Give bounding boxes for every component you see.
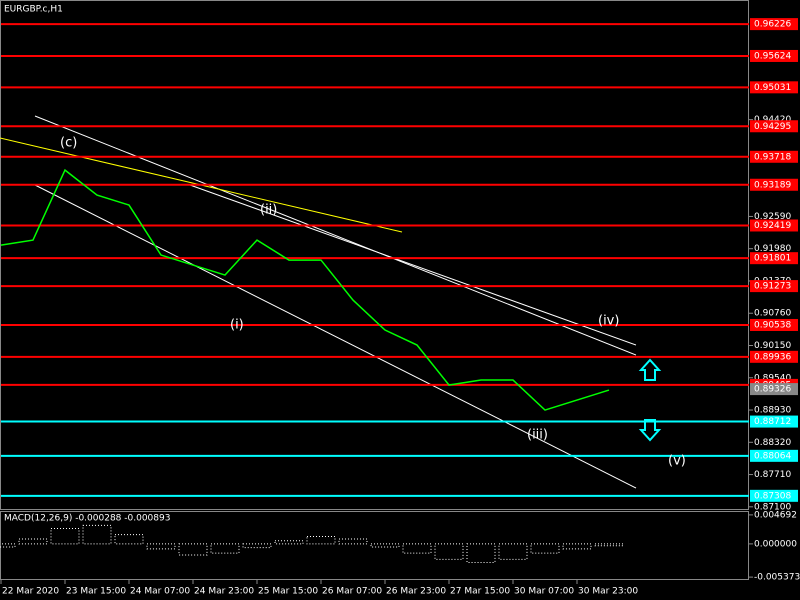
macd-bar xyxy=(18,538,48,545)
y-tick-label: 0.94420 xyxy=(754,115,791,125)
x-tick-label: 24 Mar 23:00 xyxy=(194,587,254,597)
y-tick-label: 0.91980 xyxy=(754,244,791,254)
chart-title: EURGBP.c,H1 xyxy=(4,5,63,15)
price-line xyxy=(0,168,610,411)
level-tag xyxy=(750,280,798,293)
channel-line xyxy=(189,184,637,346)
x-tick-label: 30 Mar 23:00 xyxy=(578,587,638,597)
x-tick-label: 22 Mar 2020 xyxy=(2,587,59,597)
level-tag xyxy=(750,120,798,133)
up-arrow xyxy=(638,358,662,381)
macd-bar xyxy=(210,543,240,554)
channel-line xyxy=(34,184,637,489)
macd-bar xyxy=(466,543,496,563)
level-tag xyxy=(750,18,798,31)
macd-bar xyxy=(562,543,592,550)
macd-bar xyxy=(178,543,208,556)
level-label: 0.89936 xyxy=(754,352,791,362)
macd-bar xyxy=(0,543,16,548)
level-tag xyxy=(750,489,798,502)
level-label: 0.92419 xyxy=(754,221,791,231)
y-tick-label: 0.89540 xyxy=(754,373,791,383)
level-label: 0.95624 xyxy=(754,51,791,61)
y-tick-label: 0.88930 xyxy=(754,406,791,416)
y-tick-label: 0.90150 xyxy=(754,341,791,351)
macd-title: MACD(12,26,9) -0.000288 -0.000893 xyxy=(4,514,170,524)
macd-bar xyxy=(242,543,272,549)
wave-label: (ii) xyxy=(260,203,277,218)
level-label: 0.93189 xyxy=(754,180,791,190)
current-price: 0.89326 xyxy=(754,385,791,395)
macd-bar xyxy=(50,527,80,545)
y-tick-label: 0.88320 xyxy=(754,438,791,448)
level-label: 0.95031 xyxy=(754,83,791,93)
level-label: 0.87308 xyxy=(754,491,791,501)
macd-frame xyxy=(0,511,749,580)
level-tag xyxy=(750,49,798,62)
level-label: 0.93718 xyxy=(754,152,791,162)
y-tick-label: 0.004692 xyxy=(754,510,797,520)
level-tag xyxy=(750,219,798,232)
wave-label: (iv) xyxy=(598,314,619,329)
level-label: 0.90538 xyxy=(754,320,791,330)
macd-bar xyxy=(530,543,560,554)
macd-bar xyxy=(434,543,464,560)
level-tag xyxy=(750,150,798,163)
x-tick-label: 26 Mar 07:00 xyxy=(322,587,382,597)
macd-bar xyxy=(114,534,144,545)
wave-label: (v) xyxy=(668,454,686,469)
x-tick-label: 24 Mar 07:00 xyxy=(130,587,190,597)
wave-label: (iii) xyxy=(527,428,548,443)
y-tick-label: 0.87100 xyxy=(754,502,791,512)
level-tag xyxy=(750,415,798,428)
level-label: 0.88064 xyxy=(754,451,791,461)
macd-bar xyxy=(82,524,112,545)
level-label: 0.91273 xyxy=(754,282,791,292)
wave-label: (c) xyxy=(60,136,77,151)
wave-label: (i) xyxy=(230,318,244,333)
x-tick-label: 27 Mar 15:00 xyxy=(450,587,510,597)
main-frame xyxy=(0,0,749,510)
macd-bar xyxy=(498,543,528,560)
level-label: 0.91801 xyxy=(754,254,791,264)
level-tag xyxy=(750,178,798,191)
level-label: 0.96226 xyxy=(754,20,791,30)
macd-bar xyxy=(338,538,368,545)
level-tag xyxy=(750,350,798,363)
y-tick-label: 0.000000 xyxy=(754,539,797,549)
x-tick-label: 25 Mar 15:00 xyxy=(258,587,318,597)
x-tick-label: 26 Mar 23:00 xyxy=(386,587,446,597)
level-tag xyxy=(750,252,798,265)
y-tick-label: -0.005373 xyxy=(754,573,800,583)
level-tag xyxy=(750,449,798,462)
macd-bar xyxy=(146,543,176,550)
macd-bar xyxy=(370,543,400,548)
level-label: 0.94295 xyxy=(754,122,791,132)
y-tick-label: 0.90760 xyxy=(754,309,791,319)
level-tag xyxy=(750,81,798,94)
x-tick-label: 30 Mar 07:00 xyxy=(514,587,574,597)
macd-bar xyxy=(274,540,304,545)
y-tick-label: 0.87710 xyxy=(754,470,791,480)
y-tick-label: 0.92590 xyxy=(754,212,791,222)
macd-bar xyxy=(402,543,432,554)
level-label: 0.88712 xyxy=(754,417,791,427)
price-tag xyxy=(750,383,798,396)
x-tick-label: 23 Mar 15:00 xyxy=(66,587,126,597)
level-tag xyxy=(750,318,798,331)
